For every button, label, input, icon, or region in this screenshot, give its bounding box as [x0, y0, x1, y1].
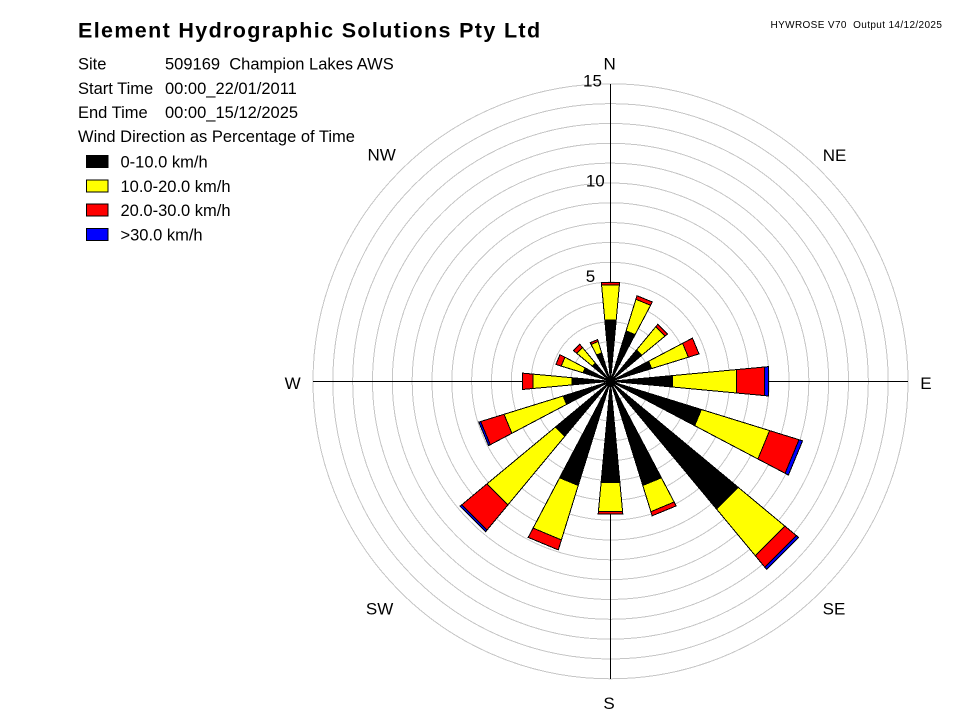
- svg-text:20.0-30.0 km/h: 20.0-30.0 km/h: [121, 202, 231, 220]
- svg-text:Element Hydrographic Solutions: Element Hydrographic Solutions Pty Ltd: [78, 19, 541, 43]
- svg-text:W: W: [285, 374, 301, 393]
- svg-text:HYWROSE V70 Output 14/12/2025: HYWROSE V70 Output 14/12/2025: [771, 20, 943, 31]
- svg-text:Wind Direction as Percentage o: Wind Direction as Percentage of Time: [78, 128, 355, 146]
- svg-text:10: 10: [586, 172, 605, 191]
- svg-text:Site: Site: [78, 56, 106, 74]
- svg-text:509169 Champion Lakes AWS: 509169 Champion Lakes AWS: [165, 56, 394, 74]
- svg-text:NE: NE: [823, 146, 847, 165]
- svg-text:00:00_22/01/2011: 00:00_22/01/2011: [165, 80, 297, 98]
- svg-text:10.0-20.0 km/h: 10.0-20.0 km/h: [121, 178, 231, 196]
- svg-text:5: 5: [586, 267, 595, 286]
- svg-text:SW: SW: [366, 600, 393, 619]
- svg-text:SE: SE: [823, 600, 846, 619]
- svg-text:N: N: [604, 54, 616, 73]
- svg-text:0-10.0 km/h: 0-10.0 km/h: [121, 154, 208, 172]
- svg-text:E: E: [920, 374, 931, 393]
- svg-text:S: S: [603, 694, 614, 713]
- svg-text:End Time: End Time: [78, 104, 148, 122]
- svg-text:15: 15: [583, 71, 602, 90]
- svg-text:>30.0 km/h: >30.0 km/h: [121, 226, 203, 244]
- svg-text:NW: NW: [368, 145, 396, 164]
- svg-text:Start Time: Start Time: [78, 80, 153, 98]
- svg-text:00:00_15/12/2025: 00:00_15/12/2025: [165, 104, 298, 122]
